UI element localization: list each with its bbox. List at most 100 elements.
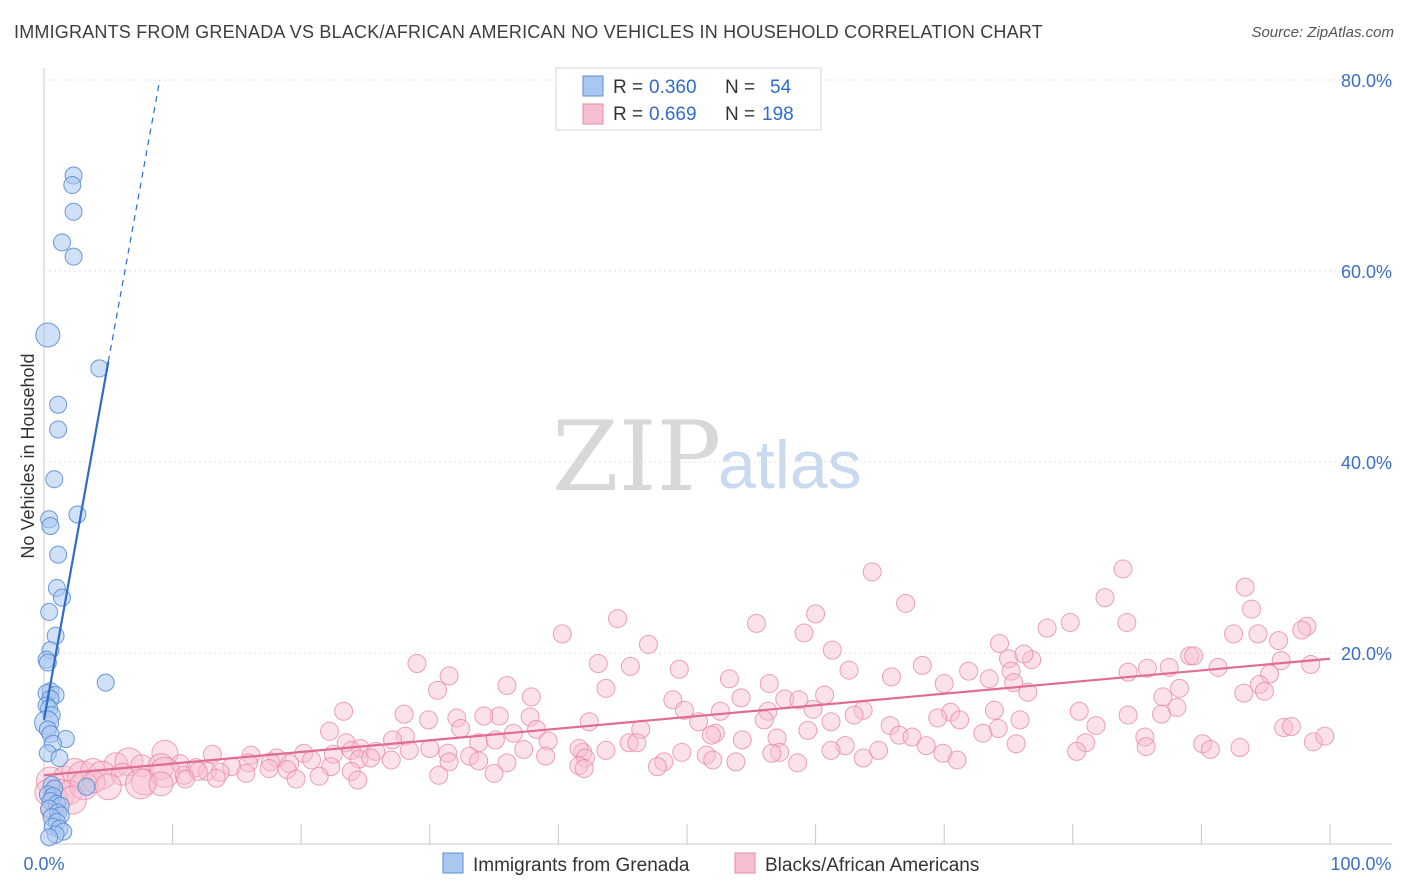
point-grenada [38, 653, 57, 672]
point-blacks [579, 712, 599, 732]
point-blacks [881, 667, 901, 687]
point-blacks [175, 769, 195, 789]
point-blacks [538, 731, 558, 751]
point-blacks [984, 700, 1004, 720]
point-blacks [1018, 682, 1038, 702]
point-blacks [638, 634, 658, 654]
point-grenada [49, 420, 68, 439]
point-blacks [1117, 612, 1137, 632]
point-blacks [732, 730, 752, 750]
point-grenada [96, 673, 115, 692]
point-grenada [50, 749, 69, 768]
point-grenada [35, 322, 61, 348]
point-blacks [988, 718, 1008, 738]
point-blacks [821, 740, 841, 760]
legend-r-label: R = [613, 104, 643, 125]
point-blacks [989, 633, 1009, 653]
point-grenada [63, 176, 82, 195]
x-axis-ticks [172, 824, 1331, 844]
point-blacks [767, 728, 787, 748]
point-blacks [710, 701, 730, 721]
point-blacks [419, 710, 439, 730]
point-blacks [94, 773, 122, 801]
point-blacks [1135, 727, 1155, 747]
point-blacks [474, 706, 494, 726]
point-blacks [746, 613, 766, 633]
point-blacks [1152, 704, 1172, 724]
point-blacks [1170, 678, 1190, 698]
point-blacks [1095, 588, 1115, 608]
point-blacks [798, 720, 818, 740]
point-blacks [844, 705, 864, 725]
point-blacks [319, 721, 339, 741]
point-blacks [439, 666, 459, 686]
point-blacks [806, 604, 826, 624]
trend-line-grenada-extension [107, 79, 161, 362]
point-blacks [1006, 734, 1026, 754]
legend-n-value: 54 [770, 77, 792, 98]
point-blacks [1254, 681, 1274, 701]
point-blacks [1292, 620, 1312, 640]
point-blacks [672, 742, 692, 762]
point-blacks [669, 659, 689, 679]
point-blacks [627, 733, 647, 753]
point-blacks [1193, 734, 1213, 754]
legend: R = 0.360 N = 54 R = 0.669 N = 198 [555, 67, 822, 131]
point-blacks [1281, 717, 1301, 737]
point-blacks [853, 748, 873, 768]
point-blacks [1269, 631, 1289, 651]
grid-lines [44, 79, 1392, 654]
point-blacks [361, 748, 381, 768]
point-blacks [1234, 683, 1254, 703]
y-axis-label: No Vehicles in Household [18, 353, 38, 558]
watermark-zip: ZIP [552, 401, 721, 513]
point-blacks [301, 750, 321, 770]
point-blacks [569, 756, 589, 776]
point-blacks [999, 649, 1018, 669]
legend-n-label: N = [725, 77, 755, 98]
legend-n-value: 198 [762, 104, 794, 125]
point-blacks [902, 727, 922, 747]
point-blacks [588, 654, 608, 674]
point-blacks [259, 759, 279, 779]
point-blacks [521, 687, 541, 707]
point-blacks [835, 736, 855, 756]
point-blacks [1136, 737, 1156, 757]
x-tick-label-max: 100.0% [1330, 854, 1391, 874]
point-blacks [1137, 658, 1157, 678]
point-blacks [1153, 687, 1173, 707]
point-blacks [451, 718, 471, 738]
point-blacks [1274, 717, 1294, 737]
point-blacks [348, 770, 368, 790]
point-grenada [53, 233, 72, 252]
chart-title: IMMIGRANTS FROM GRENADA VS BLACK/AFRICAN… [14, 22, 1043, 42]
point-blacks [514, 739, 534, 759]
point-blacks [1118, 705, 1138, 725]
legend-r-value: 0.669 [649, 104, 697, 125]
point-blacks [1230, 738, 1250, 758]
point-blacks [674, 700, 694, 720]
point-blacks [821, 712, 841, 732]
point-blacks [439, 752, 459, 772]
x-tick-label-min: 0.0% [23, 854, 64, 874]
point-grenada [64, 247, 83, 266]
point-blacks [1001, 661, 1021, 681]
point-blacks [383, 730, 403, 750]
trend-line-blacks [43, 657, 1331, 777]
point-blacks [619, 733, 639, 753]
point-blacks [407, 654, 427, 674]
point-blacks [489, 706, 509, 726]
point-blacks [497, 675, 517, 695]
point-blacks [950, 710, 970, 730]
point-blacks [822, 640, 842, 660]
point-blacks [1200, 739, 1220, 759]
point-blacks [428, 680, 448, 700]
point-blacks [973, 723, 993, 743]
point-blacks [862, 562, 882, 582]
point-blacks [520, 707, 540, 727]
point-blacks [703, 750, 723, 770]
trend-lines [42, 79, 1331, 777]
series-grenada-points [34, 166, 115, 847]
point-blacks [394, 704, 414, 724]
